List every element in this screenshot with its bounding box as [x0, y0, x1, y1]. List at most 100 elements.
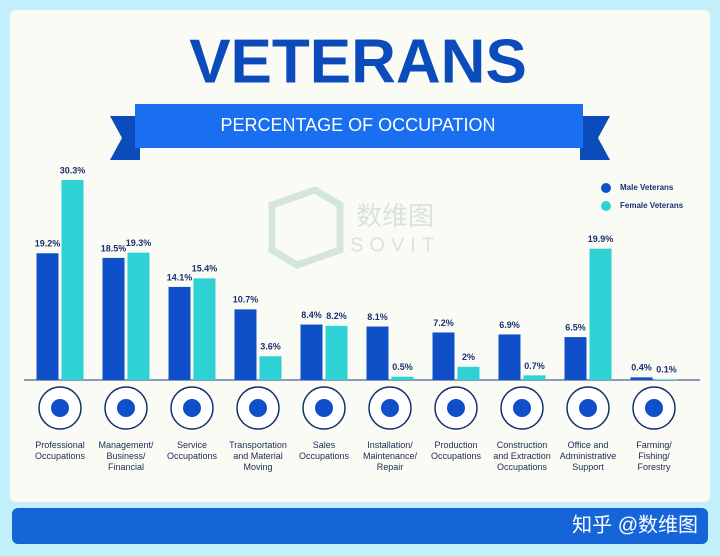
bar	[630, 377, 653, 380]
bar	[102, 257, 125, 380]
x-tick-label: Installation/Maintenance/Repair	[363, 440, 418, 472]
x-tick-label: Professional Occupations	[35, 440, 86, 461]
x-tick-label: Production Occupations	[431, 440, 482, 461]
value-label: 10.7%	[233, 295, 259, 305]
bar	[193, 278, 216, 380]
x-tick-label-line: Occupations	[497, 462, 548, 472]
category-icon-inner	[513, 399, 531, 417]
x-tick-label: Service Occupations	[167, 440, 218, 461]
category-icon-inner	[117, 399, 135, 417]
x-tick-label-line: Support	[572, 462, 604, 472]
bar	[36, 253, 59, 380]
value-label: 15.4%	[192, 264, 218, 274]
category-icon-inner	[645, 399, 663, 417]
watermark-logo	[268, 186, 344, 269]
legend-label: Female Veterans	[620, 201, 684, 210]
bar	[564, 337, 587, 380]
footer-text: 知乎 @数维图	[572, 513, 698, 536]
bar	[655, 379, 678, 380]
category-icon-inner	[249, 399, 267, 417]
bar	[432, 332, 455, 380]
bar	[325, 325, 348, 380]
value-label: 7.2%	[433, 318, 454, 328]
bar	[300, 324, 323, 380]
x-tick-label: Management/Business/Financial	[98, 440, 154, 472]
bar	[391, 376, 414, 380]
chart-title: VETERANS	[189, 27, 527, 96]
category-icon-inner	[183, 399, 201, 417]
category-icon-inner	[381, 399, 399, 417]
x-tick-label-line: Management/	[98, 440, 154, 450]
ribbon	[135, 104, 583, 148]
x-tick-label: Office and Administrative Support	[560, 440, 617, 472]
value-label: 0.1%	[656, 365, 677, 375]
ribbon-end	[110, 116, 140, 160]
x-tick-label-line: Construction	[497, 440, 548, 450]
value-label: 14.1%	[167, 272, 193, 282]
bar	[589, 248, 612, 380]
category-icon-inner	[51, 399, 69, 417]
x-tick-label-line: Occupations	[167, 451, 218, 461]
value-label: 6.9%	[499, 320, 520, 330]
x-tick-label: Farming/Fishing/Forestry	[636, 440, 672, 472]
value-label: 30.3%	[60, 165, 86, 175]
value-label: 3.6%	[260, 342, 281, 352]
value-label: 6.5%	[565, 322, 586, 332]
bar	[523, 375, 546, 380]
x-tick-label-line: and Material	[233, 451, 283, 461]
value-label: 2%	[462, 352, 475, 362]
footer-bar	[12, 508, 708, 544]
bar	[498, 334, 521, 380]
x-tick-label-line: and Extraction	[493, 451, 551, 461]
value-label: 19.9%	[588, 234, 614, 244]
value-label: 8.4%	[301, 310, 322, 320]
watermark: SOVIT	[350, 234, 440, 256]
x-tick-label-line: Production	[434, 440, 477, 450]
x-tick-label-line: Occupations	[431, 451, 482, 461]
x-tick-label-line: Repair	[377, 462, 404, 472]
value-label: 0.4%	[631, 363, 652, 373]
x-tick-label-line: Business/	[106, 451, 146, 461]
bar	[61, 180, 84, 380]
category-icon-inner	[447, 399, 465, 417]
x-tick-label-line: Service	[177, 440, 207, 450]
x-tick-label-line: Office and	[568, 440, 609, 450]
bar	[127, 252, 150, 380]
x-tick-label: Construction and Extraction Occupations	[493, 440, 551, 472]
bar	[259, 356, 282, 380]
x-tick-label-line: Moving	[243, 462, 272, 472]
value-label: 8.2%	[326, 311, 347, 321]
value-label: 0.7%	[524, 361, 545, 371]
bar	[234, 309, 257, 380]
value-label: 18.5%	[101, 243, 127, 253]
value-label: 0.5%	[392, 362, 413, 372]
x-tick-label-line: Maintenance/	[363, 451, 418, 461]
x-tick-label-line: Forestry	[637, 462, 671, 472]
x-tick-label-line: Sales	[313, 440, 336, 450]
x-tick-label-line: Fishing/	[638, 451, 670, 461]
category-icon-inner	[315, 399, 333, 417]
x-tick-label-line: Occupations	[35, 451, 86, 461]
bar	[457, 366, 480, 380]
chart-subtitle: PERCENTAGE OF OCCUPATION	[220, 115, 495, 135]
bar	[366, 326, 389, 380]
x-tick-label-line: Financial	[108, 462, 144, 472]
value-label: 8.1%	[367, 312, 388, 322]
value-label: 19.3%	[126, 238, 152, 248]
x-tick-label-line: Installation/	[367, 440, 413, 450]
x-tick-label-line: Professional	[35, 440, 85, 450]
x-tick-label-line: Administrative	[560, 451, 617, 461]
x-tick-label-line: Farming/	[636, 440, 672, 450]
watermark: 数维图	[356, 201, 434, 231]
x-tick-label: Transportation and Material Moving	[229, 440, 287, 472]
value-label: 19.2%	[35, 239, 61, 249]
ribbon-end	[580, 116, 610, 160]
bar	[168, 286, 191, 380]
legend-swatch	[601, 183, 611, 193]
legend-label: Male Veterans	[620, 183, 674, 192]
category-icon-inner	[579, 399, 597, 417]
x-tick-label-line: Transportation	[229, 440, 287, 450]
legend-swatch	[601, 201, 611, 211]
x-tick-label-line: Occupations	[299, 451, 350, 461]
